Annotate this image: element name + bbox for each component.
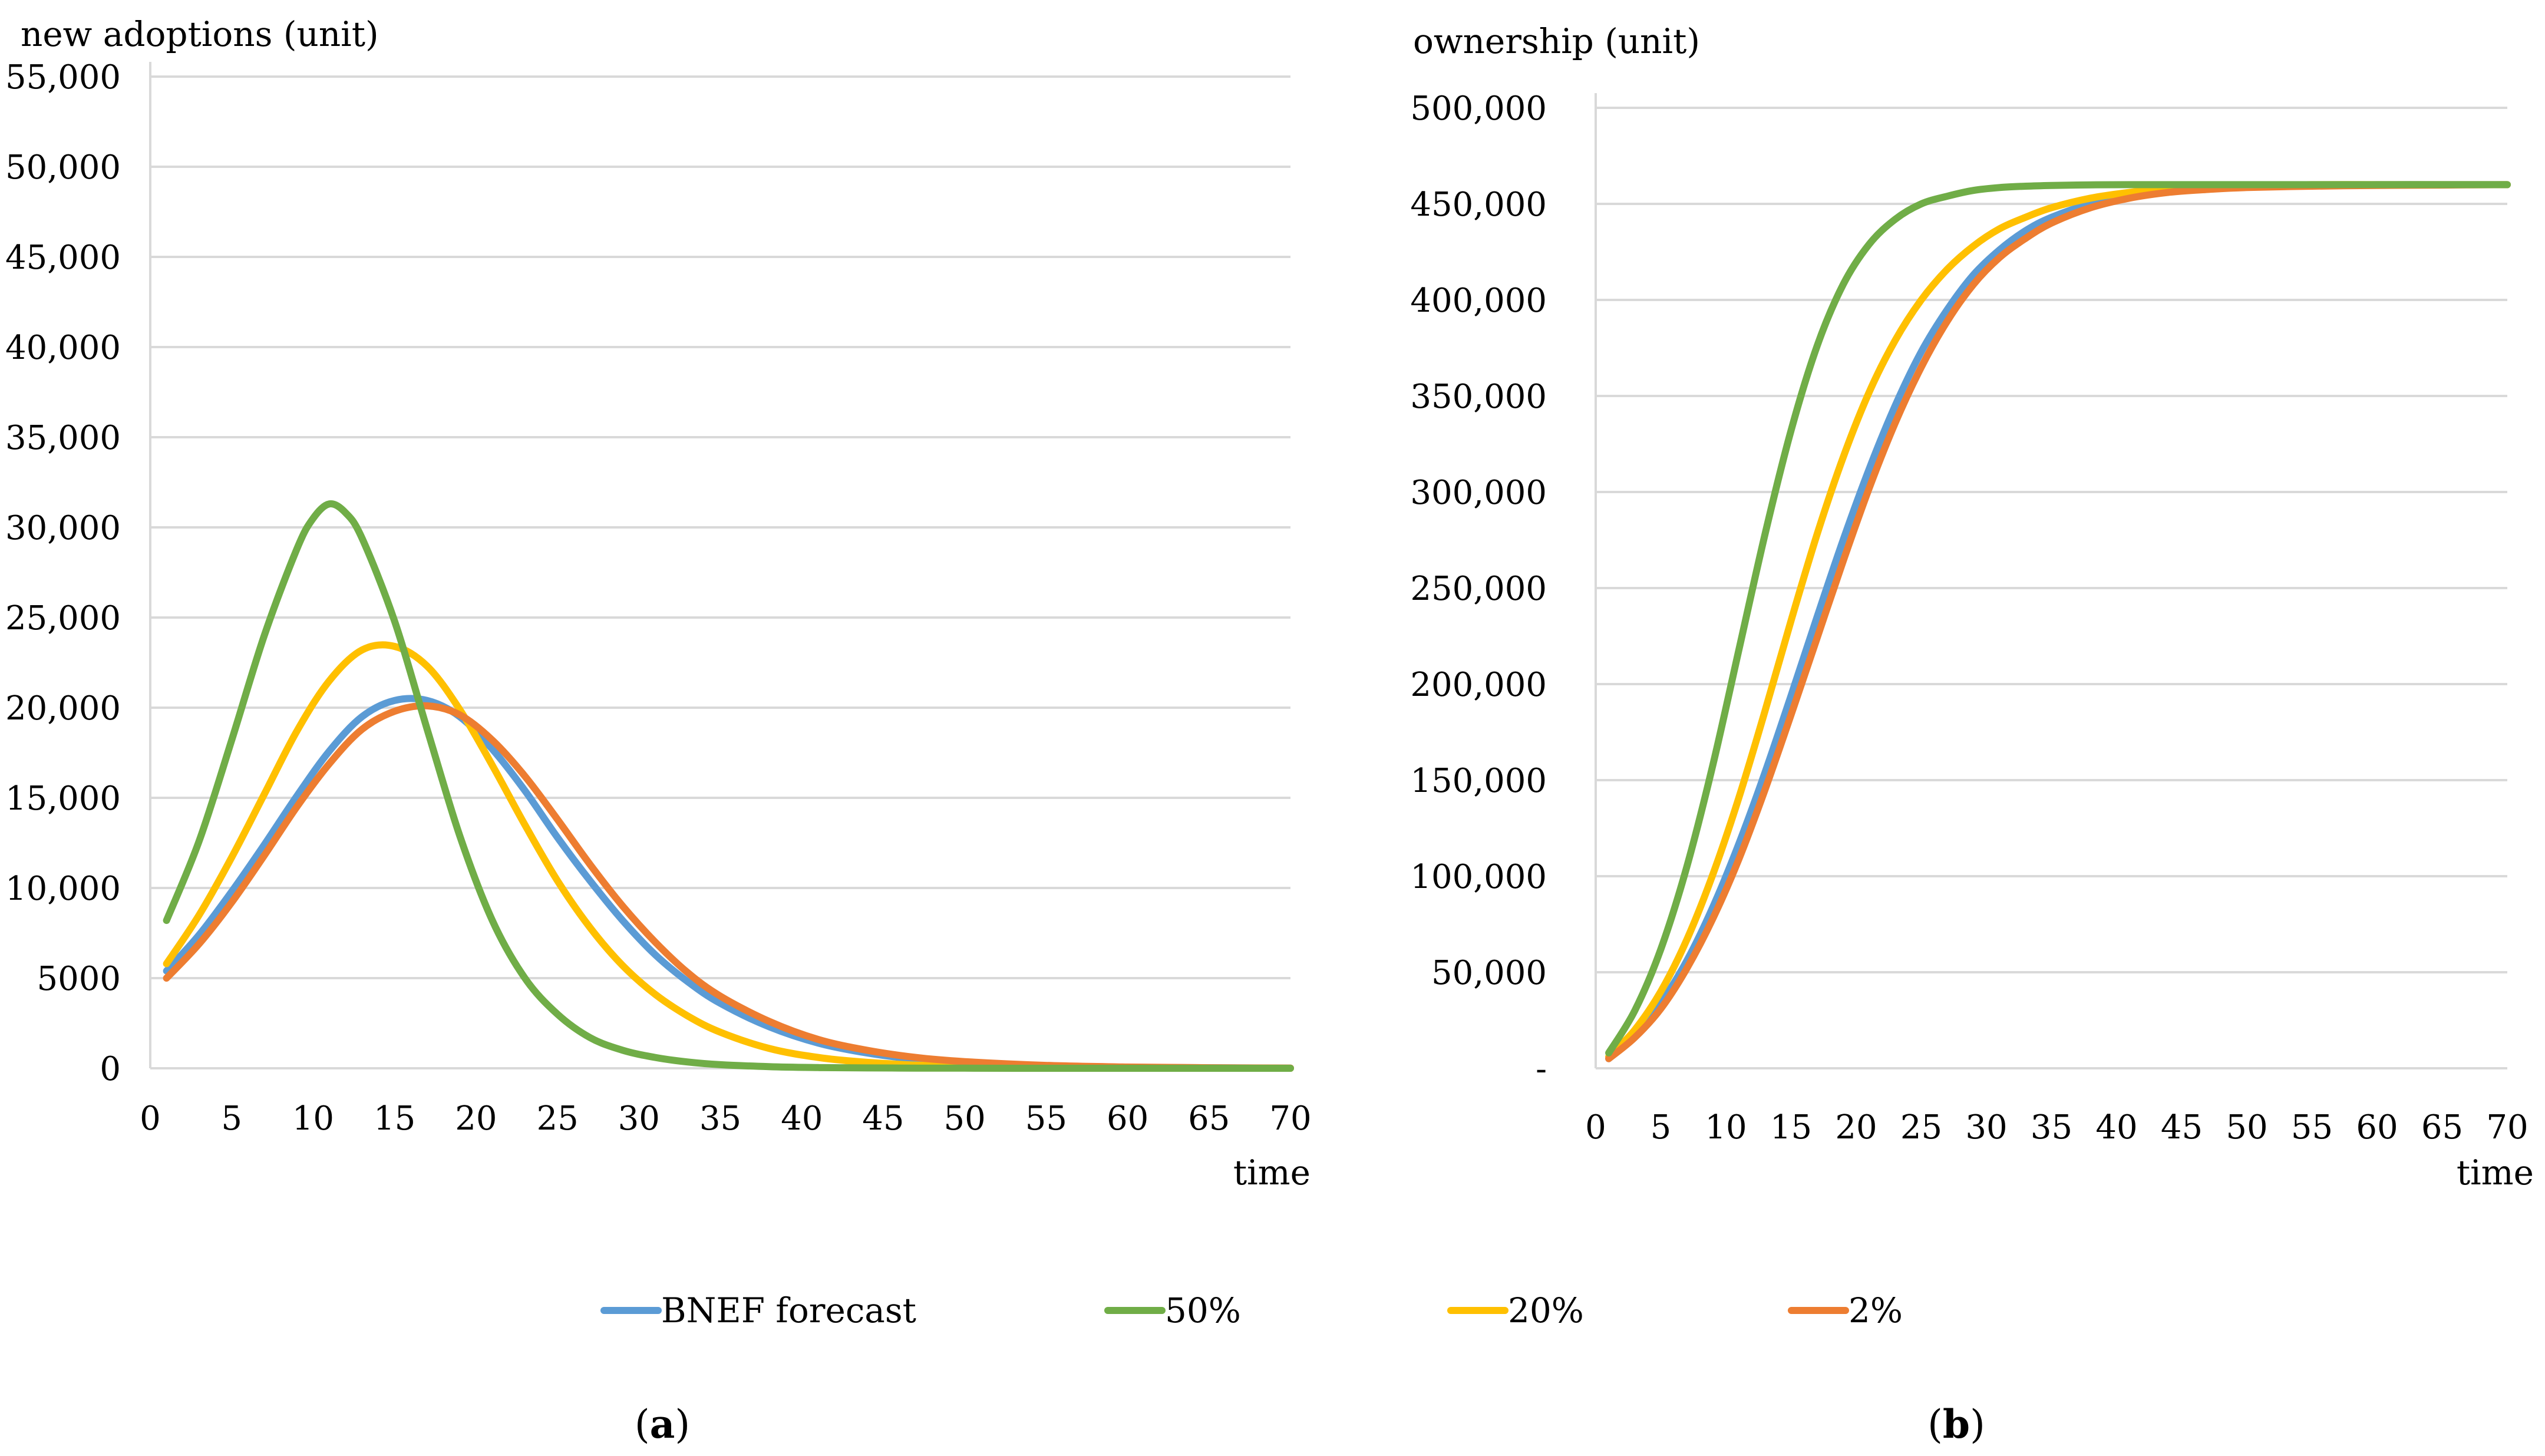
x-tick-label-b-3: 15 (1770, 1108, 1812, 1147)
x-tick-label-b-0: 0 (1585, 1108, 1606, 1147)
y-tick-labels-a: 0 5000 10,000 15,000 20,000 25,000 30,000 35,00… (5, 58, 121, 1088)
axes-b (1595, 93, 2507, 1069)
x-tick-label-b-4: 20 (1835, 1108, 1877, 1147)
y-tick-label-b-4: 200,000 (1410, 666, 1547, 704)
y-tick-label-a-6: 30,000 (5, 509, 121, 547)
y-tick-label-b-0: - (1536, 1050, 1547, 1088)
x-tick-label-a-7: 35 (699, 1100, 741, 1138)
legend-label-2: 2% (1848, 1290, 1903, 1330)
x-tick-label-b-11: 55 (2291, 1108, 2333, 1147)
x-tick-label-b-2: 10 (1705, 1108, 1747, 1147)
x-axis-title-a: time (1233, 1153, 1311, 1193)
x-tick-label-b-6: 30 (1965, 1108, 2007, 1147)
caption-a-close: ) (675, 1402, 690, 1447)
x-tick-label-a-10: 50 (944, 1100, 986, 1138)
y-tick-label-a-8: 40,000 (5, 329, 121, 367)
x-tick-label-a-11: 55 (1025, 1100, 1067, 1138)
y-tick-label-a-3: 15,000 (5, 780, 121, 818)
x-tick-label-b-9: 45 (2161, 1108, 2203, 1147)
caption-b-open: ( (1927, 1402, 1943, 1447)
y-tick-label-a-10: 50,000 (5, 148, 121, 187)
x-tick-label-a-1: 5 (221, 1100, 242, 1138)
y-axis-title-a: new adoptions (unit) (21, 14, 379, 54)
caption-a: (a) (635, 1401, 690, 1447)
x-tick-label-b-8: 40 (2095, 1108, 2137, 1147)
caption-a-letter: a (650, 1401, 675, 1447)
caption-b-letter: b (1943, 1401, 1970, 1447)
x-tick-label-a-12: 60 (1107, 1100, 1148, 1138)
y-tick-label-b-6: 300,000 (1410, 474, 1547, 512)
x-tick-label-b-5: 25 (1900, 1108, 1942, 1147)
y-tick-label-b-7: 350,000 (1410, 378, 1547, 416)
y-tick-label-a-1: 5000 (37, 960, 121, 998)
y-tick-label-a-0: 0 (100, 1050, 121, 1088)
x-tick-label-a-9: 45 (862, 1100, 904, 1138)
x-axis-title-b: time (2457, 1153, 2534, 1193)
x-tick-label-b-14: 70 (2486, 1108, 2528, 1147)
series-line-a-2 (163, 702, 1294, 1072)
caption-b-close: ) (1970, 1402, 1985, 1447)
legend-item-bnef: BNEF forecast (600, 1290, 916, 1330)
series-lines-b (1605, 181, 2511, 1062)
y-tick-label-b-10: 500,000 (1410, 90, 1547, 128)
legend-label-20: 20% (1508, 1290, 1584, 1330)
y-tick-label-b-9: 450,000 (1410, 186, 1547, 224)
y-tick-label-a-4: 20,000 (5, 689, 121, 728)
gridlines-a (150, 75, 1290, 979)
series-lines-a (163, 500, 1294, 1072)
y-tick-label-b-5: 250,000 (1410, 570, 1547, 608)
x-tick-labels-b: 0 5 10 15 20 25 30 35 40 45 50 55 60 65 70 (1585, 1108, 2528, 1147)
y-tick-labels-b: - 50,000 100,000 150,000 200,000 250,000 300,0… (1410, 90, 1547, 1088)
y-tick-label-a-9: 45,000 (5, 239, 121, 277)
x-tick-labels-a: 0 5 10 15 20 25 30 35 40 45 50 55 60 65 70 (140, 1100, 1311, 1138)
x-tick-label-b-13: 65 (2421, 1108, 2463, 1147)
series-line-a-50 (163, 500, 1294, 1072)
caption-b: (b) (1927, 1401, 1985, 1447)
y-tick-label-a-2: 10,000 (5, 870, 121, 908)
chart-panel-b: - 50,000 100,000 150,000 200,000 250,000 300,0… (1410, 21, 2534, 1193)
legend-item-2: 2% (1788, 1290, 1903, 1330)
legend-item-20: 20% (1447, 1290, 1584, 1330)
x-tick-label-b-12: 60 (2356, 1108, 2398, 1147)
x-tick-label-a-8: 40 (781, 1100, 823, 1138)
y-tick-label-a-11: 55,000 (5, 58, 121, 97)
x-tick-label-b-7: 35 (2031, 1108, 2072, 1147)
legend-label-bnef: BNEF forecast (661, 1290, 916, 1330)
x-tick-label-b-10: 50 (2226, 1108, 2267, 1147)
y-tick-label-b-1: 50,000 (1431, 954, 1547, 992)
caption-a-open: ( (635, 1402, 650, 1447)
x-tick-label-a-6: 30 (618, 1100, 660, 1138)
x-tick-label-a-2: 10 (292, 1100, 334, 1138)
x-tick-label-a-4: 20 (455, 1100, 497, 1138)
legend-label-50: 50% (1165, 1290, 1241, 1330)
legend: BNEF forecast 50% 20% 2% (600, 1290, 1903, 1330)
x-tick-label-a-14: 70 (1269, 1100, 1311, 1138)
legend-item-50: 50% (1104, 1290, 1241, 1330)
x-tick-label-b-1: 5 (1651, 1108, 1672, 1147)
y-tick-label-a-7: 35,000 (5, 419, 121, 457)
axes-a (149, 62, 1290, 1069)
chart-panel-a: 0 5000 10,000 15,000 20,000 25,000 30,000 35,00… (5, 14, 1312, 1193)
x-tick-label-a-5: 25 (536, 1100, 578, 1138)
gridlines-b (1596, 107, 2507, 973)
x-tick-label-a-13: 65 (1188, 1100, 1230, 1138)
y-tick-label-b-8: 400,000 (1410, 282, 1547, 320)
y-tick-label-b-2: 100,000 (1410, 858, 1547, 896)
series-line-b-50 (1605, 181, 2511, 1056)
y-tick-label-b-3: 150,000 (1410, 762, 1547, 800)
x-tick-label-a-3: 15 (374, 1100, 415, 1138)
y-tick-label-a-5: 25,000 (5, 599, 121, 638)
y-axis-title-b: ownership (unit) (1413, 21, 1700, 61)
x-tick-label-a-0: 0 (140, 1100, 161, 1138)
